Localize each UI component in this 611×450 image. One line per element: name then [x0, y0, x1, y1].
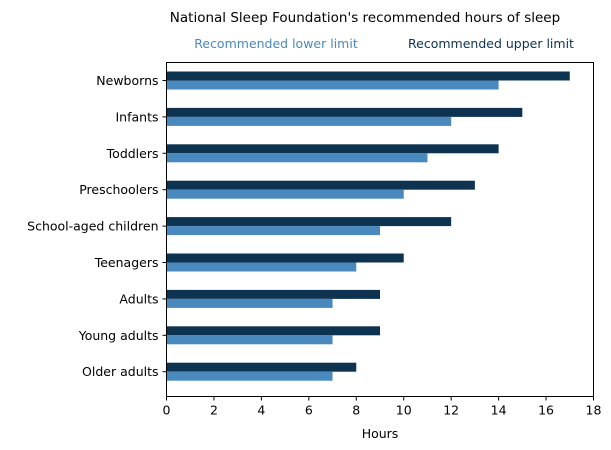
- y-tick-label-3: Preschoolers: [79, 182, 158, 197]
- x-tick-label-4: 8: [352, 403, 360, 418]
- bar-lower-7: [166, 335, 333, 345]
- legend-lower-limit: Recommended lower limit: [194, 36, 358, 51]
- y-axis: Newborns Infants Toddlers Preschoolers Schoo…: [27, 73, 167, 379]
- bar-upper-7: [166, 326, 380, 336]
- y-tick-label-1: Infants: [115, 109, 158, 124]
- bar-lower-8: [166, 371, 333, 381]
- x-axis-label: Hours: [362, 426, 399, 441]
- plot-frame: [166, 62, 594, 397]
- bar-lower-2: [166, 153, 428, 163]
- y-tick-label-0: Newborns: [96, 73, 158, 88]
- y-tick-label-4: School-aged children: [27, 219, 158, 234]
- bar-upper-3: [166, 180, 475, 190]
- bar-upper-5: [166, 253, 404, 263]
- bar-lower-3: [166, 189, 404, 199]
- bar-lower-6: [166, 298, 333, 308]
- y-tick-label-7: Young adults: [78, 328, 159, 343]
- bar-lower-4: [166, 226, 380, 236]
- y-tick-label-6: Adults: [119, 291, 158, 306]
- x-tick-label-9: 18: [586, 403, 602, 418]
- x-tick-label-0: 0: [163, 403, 171, 418]
- bars-group: [166, 71, 570, 381]
- y-tick-label-8: Older adults: [82, 364, 158, 379]
- y-tick-label-2: Toddlers: [106, 146, 159, 161]
- bar-upper-4: [166, 217, 452, 227]
- x-tick-label-2: 4: [257, 403, 265, 418]
- bar-lower-0: [166, 80, 499, 90]
- bar-lower-5: [166, 262, 357, 272]
- y-tick-label-5: Teenagers: [94, 255, 159, 270]
- x-tick-label-8: 16: [538, 403, 554, 418]
- x-tick-label-5: 10: [396, 403, 412, 418]
- legend-upper-limit: Recommended upper limit: [408, 36, 574, 51]
- bar-upper-6: [166, 289, 380, 299]
- bar-upper-8: [166, 362, 357, 372]
- chart-title: National Sleep Foundation's recommended …: [170, 10, 560, 26]
- x-tick-label-3: 6: [305, 403, 313, 418]
- bar-upper-1: [166, 107, 523, 117]
- bar-lower-1: [166, 116, 452, 126]
- x-tick-label-6: 12: [443, 403, 459, 418]
- bar-upper-0: [166, 71, 570, 81]
- x-tick-label-7: 14: [491, 403, 507, 418]
- x-axis: 0 2 4 6 8 10 12 14 16 18: [163, 396, 602, 418]
- x-tick-label-1: 2: [210, 403, 218, 418]
- bar-upper-2: [166, 144, 499, 154]
